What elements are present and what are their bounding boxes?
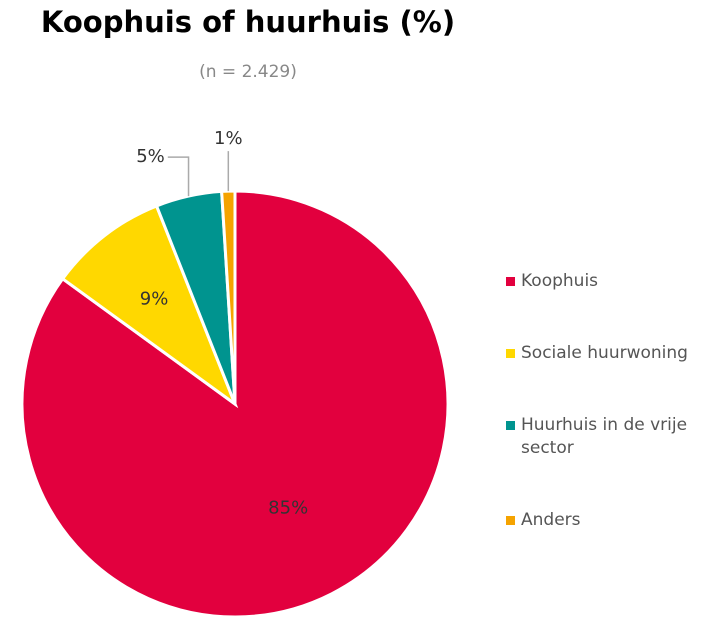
chart-title: Koophuis of huurhuis (%) bbox=[41, 5, 455, 39]
legend-swatch bbox=[506, 516, 515, 525]
pie-slice bbox=[60, 204, 239, 409]
legend-swatch bbox=[506, 349, 515, 358]
legend-label: Koophuis bbox=[521, 271, 599, 291]
leader-line bbox=[167, 156, 190, 197]
legend-swatch bbox=[506, 421, 515, 430]
legend-entry: Koophuis bbox=[500, 270, 720, 293]
legend-entry: Anders bbox=[500, 509, 720, 532]
legend-swatch bbox=[506, 277, 515, 286]
legend: Koophuis Sociale huurwoning Huurhuis in de… bbox=[500, 270, 720, 581]
legend-label: Huurhuis in de vrije sector bbox=[521, 415, 688, 458]
data-label: 85% bbox=[268, 497, 308, 518]
legend-label: Anders bbox=[521, 510, 581, 530]
data-label: 5% bbox=[136, 146, 165, 167]
legend-entry: Sociale huurwoning bbox=[500, 342, 720, 365]
legend-label: Sociale huurwoning bbox=[521, 343, 688, 363]
chart-subtitle: (n = 2.429) bbox=[199, 62, 297, 82]
data-label: 1% bbox=[214, 128, 243, 149]
data-label: 9% bbox=[140, 289, 169, 310]
legend-entry: Huurhuis in de vrije sector bbox=[500, 414, 720, 460]
